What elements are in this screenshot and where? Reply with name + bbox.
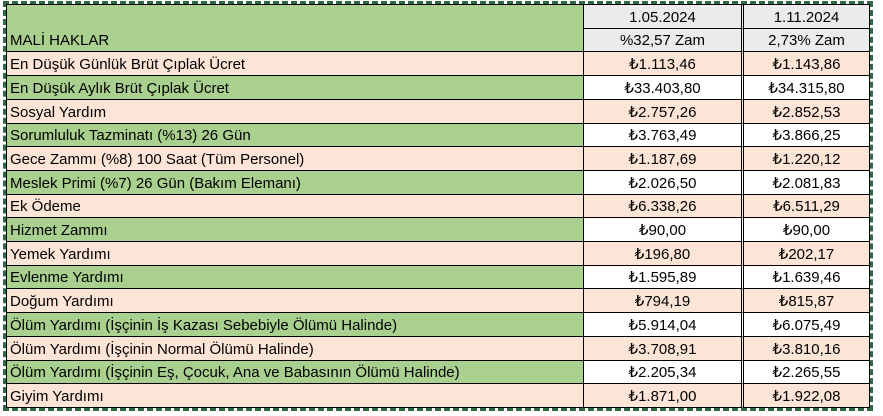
- row-value-cell[interactable]: ₺794,19: [583, 289, 741, 314]
- row-value-cell[interactable]: ₺1.143,86: [741, 52, 869, 77]
- row-value-cell[interactable]: ₺3.866,25: [741, 123, 869, 148]
- row-value-cell[interactable]: ₺1.871,00: [583, 384, 741, 408]
- header-raise-col1[interactable]: %32,57 Zam: [583, 28, 741, 53]
- row-value-cell[interactable]: ₺1.113,46: [583, 52, 741, 77]
- row-value-cell[interactable]: ₺815,87: [741, 289, 869, 314]
- row-label-cell[interactable]: Doğum Yardımı: [7, 289, 583, 314]
- mali-haklar-table: MALİ HAKLAR 1.05.2024 1.11.2024 %32,57 Z…: [6, 4, 870, 408]
- row-value-cell[interactable]: ₺2.852,53: [741, 99, 869, 124]
- row-label-cell[interactable]: Ölüm Yardımı (İşçinin İş Kazası Sebebiyl…: [7, 313, 583, 337]
- row-value-cell[interactable]: ₺2.026,50: [583, 170, 741, 195]
- row-value-cell[interactable]: ₺33.403,80: [583, 76, 741, 100]
- row-value-cell[interactable]: ₺90,00: [741, 218, 869, 243]
- row-label-cell[interactable]: Sosyal Yardım: [7, 99, 583, 124]
- row-label-cell[interactable]: Sorumluluk Tazminatı (%13) 26 Gün: [7, 123, 583, 148]
- row-value-cell[interactable]: ₺202,17: [741, 242, 869, 266]
- row-value-cell[interactable]: ₺3.708,91: [583, 336, 741, 361]
- row-label-cell[interactable]: Ek Ödeme: [7, 194, 583, 219]
- row-label-cell[interactable]: Gece Zammı (%8) 100 Saat (Tüm Personel): [7, 147, 583, 171]
- selection-marquee-border: MALİ HAKLAR 1.05.2024 1.11.2024 %32,57 Z…: [3, 1, 873, 411]
- row-value-cell[interactable]: ₺1.187,69: [583, 147, 741, 171]
- row-value-cell[interactable]: ₺90,00: [583, 218, 741, 243]
- row-value-cell[interactable]: ₺1.639,46: [741, 265, 869, 290]
- row-label-cell[interactable]: En Düşük Aylık Brüt Çıplak Ücret: [7, 76, 583, 100]
- row-value-cell[interactable]: ₺34.315,80: [741, 76, 869, 100]
- row-value-cell[interactable]: ₺6.511,29: [741, 194, 869, 219]
- row-value-cell[interactable]: ₺1.922,08: [741, 384, 869, 408]
- row-value-cell[interactable]: ₺2.265,55: [741, 360, 869, 385]
- row-value-cell[interactable]: ₺6.338,26: [583, 194, 741, 219]
- row-label-cell[interactable]: Yemek Yardımı: [7, 242, 583, 266]
- row-value-cell[interactable]: ₺1.220,12: [741, 147, 869, 171]
- row-value-cell[interactable]: ₺2.081,83: [741, 170, 869, 195]
- row-label-cell[interactable]: Meslek Primi (%7) 26 Gün (Bakım Elemanı): [7, 170, 583, 195]
- header-date-col2[interactable]: 1.11.2024: [741, 5, 869, 29]
- row-label-cell[interactable]: En Düşük Günlük Brüt Çıplak Ücret: [7, 52, 583, 77]
- header-raise-col2[interactable]: 2,73% Zam: [741, 28, 869, 53]
- row-value-cell[interactable]: ₺2.205,34: [583, 360, 741, 385]
- table-title: MALİ HAKLAR: [10, 32, 110, 50]
- row-value-cell[interactable]: ₺3.763,49: [583, 123, 741, 148]
- row-value-cell[interactable]: ₺6.075,49: [741, 313, 869, 337]
- row-value-cell[interactable]: ₺3.810,16: [741, 336, 869, 361]
- row-label-cell[interactable]: Evlenme Yardımı: [7, 265, 583, 290]
- row-value-cell[interactable]: ₺2.757,26: [583, 99, 741, 124]
- header-date-col1[interactable]: 1.05.2024: [583, 5, 741, 29]
- row-label-cell[interactable]: Ölüm Yardımı (İşçinin Eş, Çocuk, Ana ve …: [7, 360, 583, 385]
- row-value-cell[interactable]: ₺5.914,04: [583, 313, 741, 337]
- row-value-cell[interactable]: ₺196,80: [583, 242, 741, 266]
- row-label-cell[interactable]: Hizmet Zammı: [7, 218, 583, 243]
- row-label-cell[interactable]: Giyim Yardımı: [7, 384, 583, 408]
- table-title-cell[interactable]: MALİ HAKLAR: [7, 5, 583, 53]
- row-value-cell[interactable]: ₺1.595,89: [583, 265, 741, 290]
- row-label-cell[interactable]: Ölüm Yardımı (İşçinin Normal Ölümü Halin…: [7, 336, 583, 361]
